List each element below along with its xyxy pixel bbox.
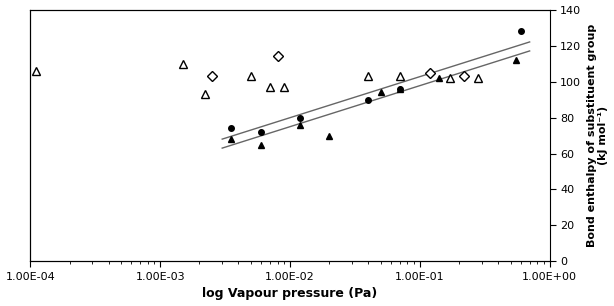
X-axis label: log Vapour pressure (Pa): log Vapour pressure (Pa) xyxy=(203,287,378,300)
Y-axis label: Bond enthalpy of substituent group
(kJ mol⁻¹): Bond enthalpy of substituent group (kJ m… xyxy=(587,24,608,247)
